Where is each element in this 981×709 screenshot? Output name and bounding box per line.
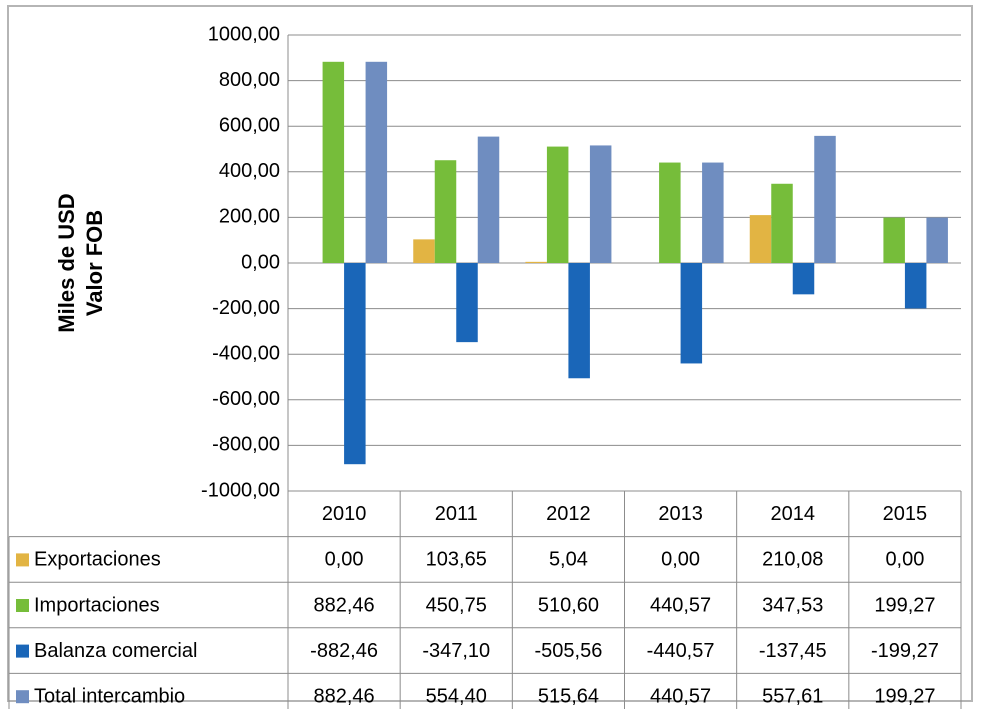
chart-frame bbox=[7, 5, 973, 702]
bar bbox=[904, 263, 927, 309]
legend-swatch bbox=[16, 599, 29, 612]
x-tick-label: 2010 bbox=[322, 503, 367, 525]
y-tick-label: 800,00 bbox=[219, 69, 280, 91]
table-value: 0,00 bbox=[661, 549, 700, 571]
bar bbox=[883, 217, 905, 263]
y-tick-label: -800,00 bbox=[212, 434, 280, 456]
x-tick-label: 2011 bbox=[435, 503, 478, 525]
bar bbox=[434, 160, 457, 263]
x-tick-label: 2012 bbox=[546, 503, 591, 525]
table-value: 0,00 bbox=[885, 549, 924, 571]
table-value: 0,00 bbox=[325, 549, 364, 571]
table-value: 557,61 bbox=[762, 685, 823, 707]
bar bbox=[413, 239, 435, 263]
bar bbox=[589, 145, 612, 263]
bar bbox=[365, 61, 388, 264]
bar bbox=[926, 217, 948, 263]
table-value: 510,60 bbox=[538, 594, 599, 616]
y-tick-label: 600,00 bbox=[219, 114, 280, 136]
table-value: 440,57 bbox=[650, 685, 711, 707]
table-value: -137,45 bbox=[759, 640, 827, 662]
bar bbox=[702, 162, 724, 263]
table-value: 440,57 bbox=[650, 594, 711, 616]
legend-label: Total intercambio bbox=[34, 685, 185, 707]
legend-label: Importaciones bbox=[34, 594, 160, 616]
table-value: 5,04 bbox=[549, 549, 588, 571]
legend-swatch bbox=[16, 644, 29, 658]
bar bbox=[477, 136, 500, 263]
legend-swatch bbox=[16, 690, 29, 704]
bar bbox=[546, 146, 569, 263]
legend-swatch bbox=[16, 553, 29, 567]
table-value: 347,53 bbox=[762, 594, 823, 616]
legend-label: Exportaciones bbox=[34, 549, 161, 571]
x-tick-label: 2015 bbox=[883, 503, 928, 525]
legend-label: Balanza comercial bbox=[34, 640, 197, 662]
table-value: -882,46 bbox=[310, 640, 378, 662]
bar bbox=[680, 263, 703, 364]
table-value: -440,57 bbox=[647, 640, 715, 662]
bar bbox=[792, 263, 815, 295]
table-value: -199,27 bbox=[871, 640, 939, 662]
bar bbox=[771, 183, 793, 263]
bar bbox=[568, 263, 590, 379]
y-tick-label: -600,00 bbox=[212, 388, 280, 410]
bar bbox=[456, 263, 478, 343]
table-value: 515,64 bbox=[538, 685, 599, 707]
bar bbox=[749, 215, 772, 263]
table-value: 882,46 bbox=[313, 685, 374, 707]
x-tick-label: 2013 bbox=[658, 503, 703, 525]
table-value: -347,10 bbox=[422, 640, 490, 662]
table-value: 103,65 bbox=[426, 549, 487, 571]
bar bbox=[659, 162, 681, 263]
y-axis-label-line: Valor FOB bbox=[82, 210, 107, 316]
table-value: 199,27 bbox=[874, 594, 935, 616]
y-tick-label: 0,00 bbox=[241, 251, 280, 273]
table-value: 210,08 bbox=[762, 549, 823, 571]
y-axis-label: Miles de USD Valor FOB bbox=[54, 193, 107, 332]
bar bbox=[525, 261, 547, 263]
bar bbox=[344, 263, 366, 465]
y-tick-label: 200,00 bbox=[219, 206, 280, 228]
y-tick-label: -400,00 bbox=[212, 342, 280, 364]
y-tick-label: 1000,00 bbox=[208, 23, 280, 45]
table-value: 554,40 bbox=[426, 685, 487, 707]
x-tick-label: 2014 bbox=[771, 503, 816, 525]
y-tick-label: 400,00 bbox=[219, 160, 280, 182]
bar bbox=[814, 135, 836, 263]
bar bbox=[322, 61, 345, 264]
table-value: 450,75 bbox=[426, 594, 487, 616]
y-axis-label-line: Miles de USD bbox=[54, 193, 79, 332]
y-tick-label: -1000,00 bbox=[201, 479, 280, 501]
table-value: 199,27 bbox=[874, 685, 935, 707]
y-tick-label: -200,00 bbox=[212, 297, 280, 319]
table-value: 882,46 bbox=[313, 594, 374, 616]
table-value: -505,56 bbox=[534, 640, 602, 662]
